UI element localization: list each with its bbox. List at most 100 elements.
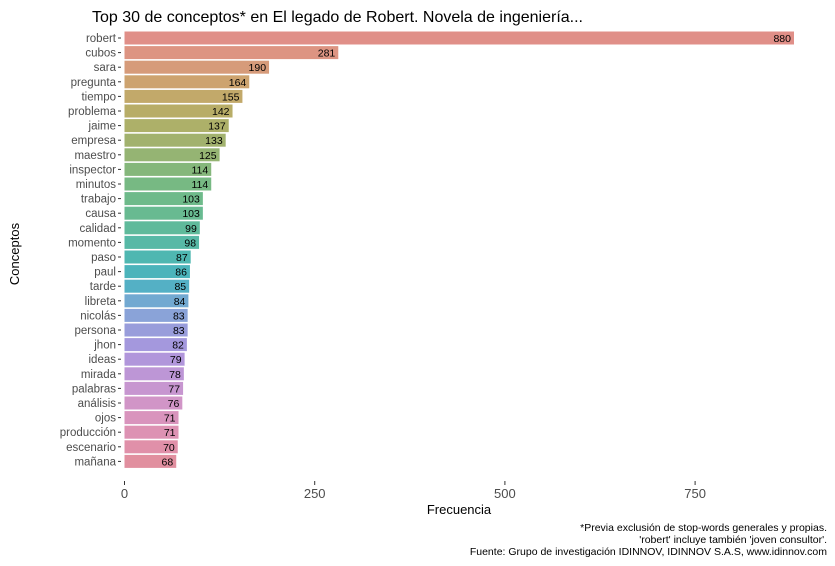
bar-paul xyxy=(124,265,190,279)
category-label: ojos xyxy=(95,413,116,425)
category-label: robert xyxy=(86,33,117,45)
value-label: 86 xyxy=(175,267,187,279)
bar-calidad xyxy=(124,221,200,235)
bar-trabajo xyxy=(124,192,203,206)
bar-robert xyxy=(124,31,794,45)
category-label: trabajo xyxy=(81,194,116,206)
bars-group xyxy=(124,31,794,468)
category-label: causa xyxy=(85,208,116,220)
category-label: cubos xyxy=(85,48,116,60)
value-label: 155 xyxy=(222,91,240,103)
bar-maestro xyxy=(124,148,220,162)
caption-line-1: *Previa exclusión de stop-words generale… xyxy=(580,522,827,534)
x-tick-label: 500 xyxy=(494,486,516,501)
category-label: producción xyxy=(60,427,116,439)
caption-line-3: Fuente: Grupo de investigación IDINNOV, … xyxy=(470,546,827,558)
bar-momento xyxy=(124,235,200,249)
value-label: 137 xyxy=(208,121,226,133)
bar-escenario xyxy=(124,440,178,454)
x-axis-title: Frecuencia xyxy=(427,502,492,517)
category-label: pregunta xyxy=(71,77,117,89)
category-label: minutos xyxy=(76,179,117,191)
bar-jhon xyxy=(124,338,187,352)
value-label: 114 xyxy=(191,179,208,191)
category-label: problema xyxy=(68,106,117,118)
bar-minutos xyxy=(124,177,212,191)
value-label: 87 xyxy=(176,252,188,264)
value-label: 880 xyxy=(773,33,791,45)
bar-mirada xyxy=(124,367,184,381)
value-label: 77 xyxy=(168,383,180,395)
caption-line-2: 'robert' incluye también 'joven consulto… xyxy=(639,534,827,546)
bar-tiempo xyxy=(124,89,243,103)
value-label: 103 xyxy=(182,208,200,220)
category-label: análisis xyxy=(78,398,117,410)
value-label: 84 xyxy=(174,296,186,308)
category-label: maestro xyxy=(74,150,116,162)
bar-inspector xyxy=(124,162,212,176)
value-label: 71 xyxy=(164,427,176,439)
value-label: 82 xyxy=(172,340,184,352)
category-label: empresa xyxy=(71,135,116,147)
value-label: 190 xyxy=(249,62,267,74)
x-axis: 0 250 500 750 xyxy=(121,481,706,501)
bar-jaime xyxy=(124,119,229,133)
category-label: persona xyxy=(74,325,116,337)
category-label: inspector xyxy=(69,164,116,176)
value-label: 125 xyxy=(199,150,217,162)
value-label: 83 xyxy=(173,325,185,337)
value-label: 71 xyxy=(164,413,176,425)
category-label: tarde xyxy=(90,281,116,293)
value-label: 133 xyxy=(205,135,223,147)
category-label: libreta xyxy=(85,296,117,308)
category-label: escenario xyxy=(66,442,116,454)
value-label: 76 xyxy=(168,398,180,410)
value-label: 78 xyxy=(169,369,181,381)
category-label: calidad xyxy=(80,223,116,235)
category-label: paul xyxy=(94,267,116,279)
value-label: 83 xyxy=(173,310,185,322)
value-label: 68 xyxy=(162,456,174,468)
bar-tarde xyxy=(124,279,190,293)
bar-pregunta xyxy=(124,75,250,89)
x-tick-label: 0 xyxy=(121,486,128,501)
category-label: paso xyxy=(91,252,116,264)
category-label: jhon xyxy=(93,340,116,352)
x-tick-label: 250 xyxy=(304,486,326,501)
value-label: 114 xyxy=(191,164,208,176)
category-label: momento xyxy=(68,237,116,249)
bar-problema xyxy=(124,104,233,118)
bar-análisis xyxy=(124,396,183,410)
bar-libreta xyxy=(124,294,189,308)
value-label: 70 xyxy=(163,442,175,454)
bar-paso xyxy=(124,250,191,264)
category-label: jaime xyxy=(88,121,116,133)
bar-palabras xyxy=(124,381,184,395)
category-label: palabras xyxy=(72,383,116,395)
x-tick-label: 750 xyxy=(684,486,706,501)
value-label: 98 xyxy=(184,237,196,249)
y-axis-title: Conceptos xyxy=(7,222,22,285)
bar-empresa xyxy=(124,133,226,147)
category-label: nicolás xyxy=(80,310,116,322)
bar-ideas xyxy=(124,352,185,366)
category-label: mirada xyxy=(81,369,117,381)
value-label: 281 xyxy=(318,48,336,60)
value-label: 79 xyxy=(170,354,182,366)
bar-persona xyxy=(124,323,188,337)
category-label: ideas xyxy=(89,354,117,366)
value-label: 85 xyxy=(174,281,186,293)
value-label: 142 xyxy=(212,106,230,118)
chart-title: Top 30 de conceptos* en El legado de Rob… xyxy=(92,9,583,26)
category-label: mañana xyxy=(74,456,116,468)
bar-ojos xyxy=(124,411,179,425)
value-label: 164 xyxy=(229,77,247,89)
bar-sara xyxy=(124,60,270,74)
bar-producción xyxy=(124,425,179,439)
category-labels: robert cubos sara pregunta tiempo problema jai… xyxy=(60,33,121,468)
bar-causa xyxy=(124,206,203,220)
category-label: sara xyxy=(94,62,117,74)
category-label: tiempo xyxy=(81,91,116,103)
